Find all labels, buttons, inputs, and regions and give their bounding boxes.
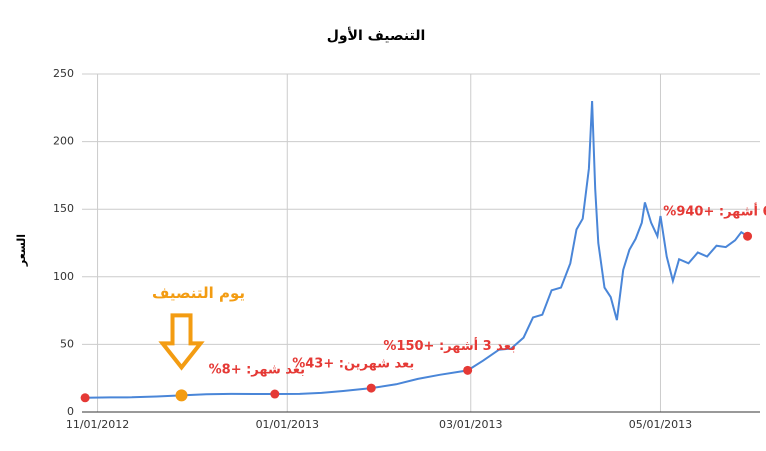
x-tick-label: 01/01/2013 (256, 418, 319, 431)
highlight-label: بعد شهرين: +43% (292, 357, 414, 372)
y-tick-label: 0 (67, 405, 74, 418)
y-tick-label: 100 (53, 270, 74, 283)
highlight-label: بعد شهر: +8% (209, 363, 305, 378)
x-tick-label: 03/01/2013 (439, 418, 502, 431)
highlight-label: بعد 6 أشهر: +940% (663, 203, 766, 220)
y-tick-label: 250 (53, 67, 74, 80)
y-tick-label: 150 (53, 202, 74, 215)
highlight-label: بعد 3 أشهر: +150% (383, 337, 516, 354)
chart-title: التنصيف الأول (327, 27, 426, 44)
y-tick-label: 50 (60, 337, 74, 350)
event-label: يوم التنصيف (152, 284, 245, 302)
highlight-point (463, 365, 473, 375)
price-line (85, 100, 749, 399)
highlight-point (80, 393, 90, 403)
y-axis-label: السعر (15, 234, 28, 267)
highlight-point (270, 389, 280, 399)
event-arrow (158, 313, 205, 371)
highlight-point (366, 383, 376, 393)
y-tick-label: 200 (53, 135, 74, 148)
x-tick-label: 11/01/2012 (66, 418, 129, 431)
highlight-point (743, 231, 753, 241)
event-point (175, 389, 188, 402)
x-tick-label: 05/01/2013 (629, 418, 692, 431)
